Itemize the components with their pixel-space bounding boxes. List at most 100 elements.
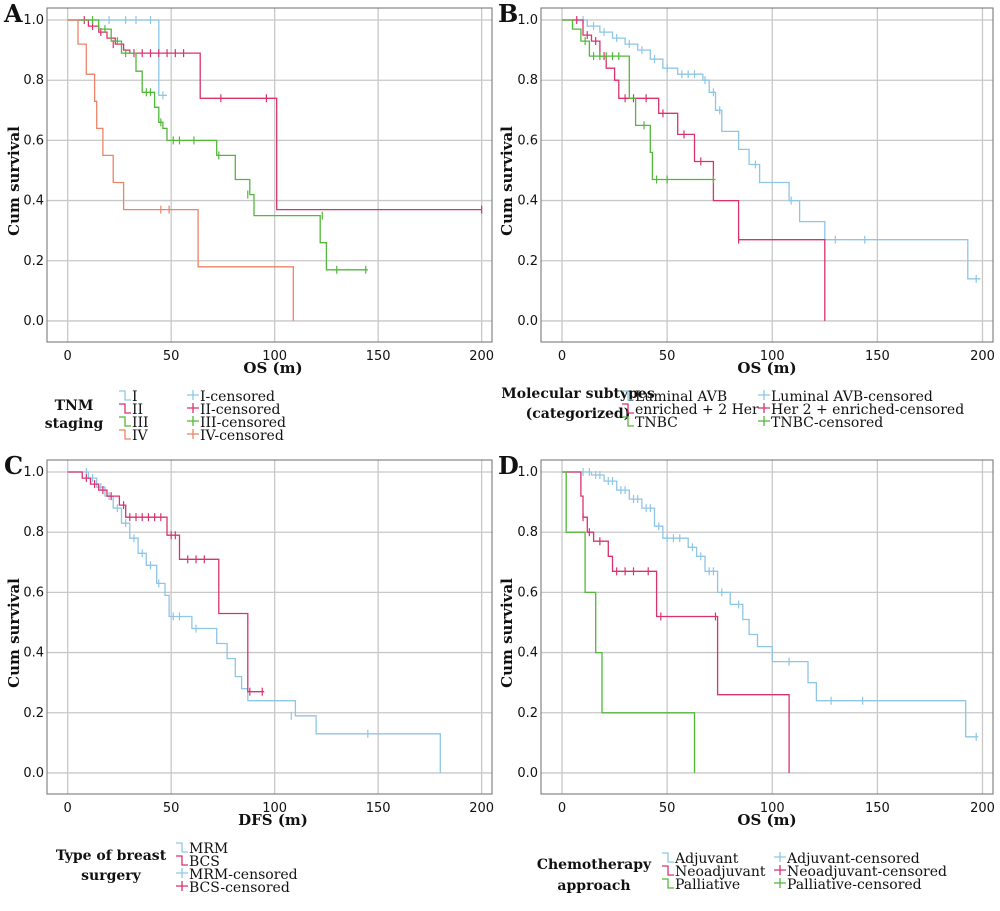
survival-curve-a-1 (67, 19, 482, 211)
survival-curve-d-0 (562, 471, 979, 738)
y-tick-label-a-0-4: 0.4 (23, 194, 44, 209)
y-tick-label-c-0-4: 0.4 (23, 646, 44, 661)
survival-curve-a-3 (67, 19, 294, 321)
legend-label-d-0: Adjuvant (674, 851, 739, 867)
legend-label-c-3: BCS-censored (189, 880, 290, 896)
x-tick-label-a-200: 200 (469, 349, 494, 364)
legend-line-d-2 (662, 878, 674, 889)
legend-line-d-1 (662, 865, 674, 876)
y-tick-label-c-1: 1.0 (23, 465, 44, 480)
y-tick-label-b-0-8: 0.8 (517, 73, 538, 88)
x-tick-label-c-50: 50 (163, 801, 180, 816)
legend-line-a-2 (119, 416, 131, 427)
legend-label-b-3: Luminal AVB-censored (771, 389, 933, 405)
panel-letter-c: C (4, 451, 23, 480)
legend-censor-marker-c-0 (176, 868, 188, 878)
legend-line-a-3 (119, 429, 131, 440)
x-axis-title-b: OS (m) (737, 359, 796, 377)
panel-letter-a: A (3, 0, 23, 28)
legend-line-b-2 (622, 416, 634, 427)
legend-title-a-line1: TNM (55, 398, 94, 414)
y-tick-label-c-0-6: 0.6 (23, 585, 44, 600)
panel-d: D 0 50 100 150 200 0.0 0.2 0.4 0.6 0.8 1.0 OS (m)… (498, 451, 995, 894)
survival-curve-c-0 (67, 471, 441, 773)
legend-censor-marker-d-0 (774, 852, 786, 862)
x-tick-label-a-0: 0 (64, 349, 72, 364)
legend-censor-marker-b-2 (758, 416, 770, 426)
x-tick-label-c-200: 200 (469, 801, 494, 816)
x-tick-label-b-50: 50 (659, 349, 676, 364)
y-tick-labels-b: 0.0 0.2 0.4 0.6 0.8 1.0 (517, 13, 538, 329)
legend-title-d-line1: Chemotherapy (537, 857, 652, 873)
y-axis-title-a: Cum survival (5, 126, 23, 236)
legend-line-a-0 (119, 390, 131, 401)
y-tick-label-b-0-2: 0.2 (517, 254, 538, 269)
x-tick-label-b-150: 150 (865, 349, 890, 364)
x-tick-label-d-200: 200 (970, 801, 995, 816)
panel-c: C 0 50 100 150 200 0.0 0.2 0.4 0.6 0.8 1.0 DFS (m… (4, 451, 494, 896)
legend-c: Type of breast surgery MRMBCSMRM-censore… (56, 841, 298, 896)
y-axis-title-d: Cum survival (498, 578, 516, 688)
legend-line-c-1 (176, 855, 188, 866)
legend-line-c-0 (176, 842, 188, 853)
survival-curve-c-1 (67, 471, 265, 693)
plot-frame-c (46, 459, 493, 795)
legend-label-c-1: BCS (189, 854, 220, 870)
survival-curve-a-0 (67, 19, 167, 96)
y-axis-title-b: Cum survival (498, 126, 516, 236)
y-tick-label-c-0-2: 0.2 (23, 706, 44, 721)
legend-label-d-5: Palliative-censored (787, 877, 922, 893)
x-tick-label-b-0: 0 (558, 349, 566, 364)
legend-label-b-4: Her 2 + enriched-censored (771, 402, 964, 418)
y-tick-labels-c: 0.0 0.2 0.4 0.6 0.8 1.0 (23, 465, 44, 781)
legend-label-a-6: III-censored (200, 415, 286, 431)
legend-label-a-4: I-censored (200, 389, 275, 405)
legend-label-a-0: I (132, 389, 138, 405)
x-tick-label-c-100: 100 (262, 801, 287, 816)
legend-censor-marker-b-1 (758, 403, 770, 413)
y-tick-label-b-1: 1.0 (517, 13, 538, 28)
y-tick-label-a-1: 1.0 (23, 13, 44, 28)
y-tick-label-b-0: 0.0 (517, 314, 538, 329)
y-tick-label-d-0-2: 0.2 (517, 706, 538, 721)
plot-frame-b (540, 7, 994, 343)
legend-label-a-3: IV (132, 428, 149, 444)
legend-label-b-0: Luminal AVB (635, 389, 727, 405)
panel-letter-b: B (498, 0, 518, 28)
y-axis-title-c: Cum survival (5, 578, 23, 688)
legend-title-b-line1: Molecular subtypes (501, 386, 655, 402)
x-tick-label-c-0: 0 (64, 801, 72, 816)
x-tick-labels-a: 0 50 100 150 200 (64, 349, 495, 364)
legend-label-b-5: TNBC-censored (771, 415, 883, 431)
legend-label-a-2: III (132, 415, 149, 431)
legend-censor-marker-d-1 (774, 865, 786, 875)
plot-c (46, 459, 493, 795)
survival-curve-b-2 (562, 19, 716, 181)
y-tick-labels-a: 0.0 0.2 0.4 0.6 0.8 1.0 (23, 13, 44, 329)
y-tick-label-a-0-8: 0.8 (23, 73, 44, 88)
panel-letter-d: D (498, 451, 519, 480)
x-tick-label-d-0: 0 (558, 801, 566, 816)
x-tick-label-b-100: 100 (760, 349, 785, 364)
legend-censor-marker-a-3 (187, 429, 199, 439)
y-tick-label-b-0-4: 0.4 (517, 194, 538, 209)
legend-label-c-2: MRM-censored (189, 867, 298, 883)
x-tick-label-b-200: 200 (970, 349, 995, 364)
y-tick-label-a-0-6: 0.6 (23, 133, 44, 148)
legend-label-d-3: Adjuvant-censored (786, 851, 920, 867)
legend-censor-marker-b-0 (758, 390, 770, 400)
y-tick-label-c-0: 0.0 (23, 766, 44, 781)
legend-line-d-0 (662, 852, 674, 863)
x-tick-label-d-50: 50 (659, 801, 676, 816)
y-tick-label-a-0: 0.0 (23, 314, 44, 329)
plot-b (540, 7, 994, 343)
y-tick-label-d-0: 0.0 (517, 766, 538, 781)
legend-label-a-5: II-censored (200, 402, 281, 418)
legend-label-a-7: IV-censored (200, 428, 284, 444)
legend-line-a-1 (119, 403, 131, 414)
legend-censor-marker-c-1 (176, 881, 188, 891)
panel-b: B 0 50 100 150 200 0.0 0.2 0.4 0.6 0.8 1.0 OS (m)… (498, 0, 995, 431)
survival-curve-b-0 (562, 19, 981, 280)
survival-curve-d-2 (562, 471, 696, 773)
x-tick-label-d-100: 100 (760, 801, 785, 816)
